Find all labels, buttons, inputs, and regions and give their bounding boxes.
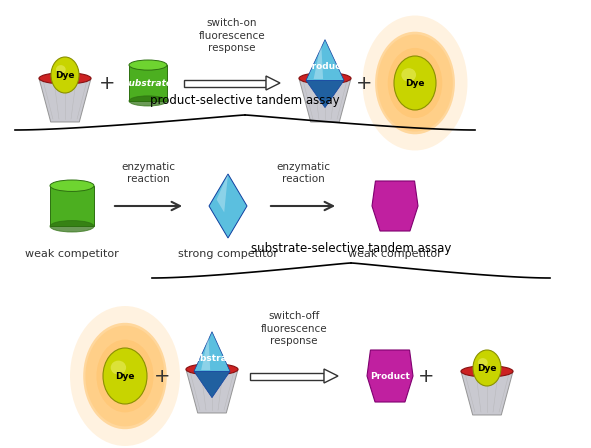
- Polygon shape: [39, 78, 91, 122]
- Polygon shape: [306, 80, 344, 108]
- Text: +: +: [418, 366, 434, 385]
- Text: enzymatic
reaction: enzymatic reaction: [121, 162, 175, 184]
- Ellipse shape: [478, 358, 488, 367]
- Ellipse shape: [388, 48, 442, 118]
- Text: Dye: Dye: [478, 363, 497, 372]
- Ellipse shape: [394, 56, 436, 110]
- Text: weak competitor: weak competitor: [25, 249, 119, 259]
- Ellipse shape: [362, 16, 467, 151]
- Ellipse shape: [70, 306, 180, 446]
- Polygon shape: [209, 174, 247, 238]
- Ellipse shape: [377, 34, 453, 132]
- Ellipse shape: [111, 361, 126, 375]
- Text: weak competitor: weak competitor: [348, 249, 442, 259]
- Text: switch-off
fluorescence
response: switch-off fluorescence response: [261, 311, 327, 346]
- Ellipse shape: [86, 326, 165, 426]
- Polygon shape: [461, 371, 513, 415]
- Text: Dye: Dye: [405, 78, 425, 87]
- Polygon shape: [266, 76, 280, 90]
- Text: +: +: [154, 366, 170, 385]
- Ellipse shape: [56, 65, 66, 74]
- Text: switch-on
fluorescence
response: switch-on fluorescence response: [199, 18, 265, 53]
- Text: product-selective tandem assay: product-selective tandem assay: [150, 94, 340, 107]
- Polygon shape: [194, 371, 230, 398]
- Text: enzymatic
reaction: enzymatic reaction: [276, 162, 330, 184]
- Text: +: +: [99, 73, 115, 92]
- Polygon shape: [216, 174, 228, 212]
- Ellipse shape: [51, 57, 79, 93]
- Text: Dye: Dye: [55, 70, 74, 79]
- Text: Substrate: Substrate: [187, 353, 237, 362]
- Ellipse shape: [103, 348, 147, 404]
- Ellipse shape: [83, 323, 167, 429]
- Polygon shape: [194, 332, 230, 371]
- Polygon shape: [306, 39, 344, 80]
- Text: substrate-selective tandem assay: substrate-selective tandem assay: [251, 242, 451, 255]
- Polygon shape: [314, 43, 323, 79]
- Text: Product: Product: [305, 62, 345, 71]
- Ellipse shape: [473, 350, 501, 386]
- Polygon shape: [372, 181, 418, 231]
- Polygon shape: [250, 372, 324, 379]
- Polygon shape: [299, 78, 351, 122]
- Ellipse shape: [299, 73, 351, 84]
- Ellipse shape: [50, 180, 94, 191]
- Polygon shape: [367, 350, 413, 402]
- Polygon shape: [324, 369, 338, 383]
- Ellipse shape: [461, 366, 513, 377]
- Ellipse shape: [39, 73, 91, 84]
- Ellipse shape: [186, 364, 238, 375]
- Polygon shape: [129, 65, 167, 101]
- Polygon shape: [186, 369, 238, 413]
- Ellipse shape: [375, 32, 455, 134]
- Polygon shape: [201, 335, 210, 370]
- Ellipse shape: [129, 60, 167, 70]
- Text: +: +: [356, 73, 372, 92]
- Ellipse shape: [50, 220, 94, 232]
- Text: Substrate: Substrate: [123, 78, 173, 87]
- Ellipse shape: [96, 340, 154, 413]
- Polygon shape: [50, 186, 94, 226]
- Polygon shape: [184, 79, 266, 86]
- Ellipse shape: [401, 68, 416, 82]
- Text: Dye: Dye: [115, 371, 135, 380]
- Text: strong competitor: strong competitor: [178, 249, 278, 259]
- Text: Product: Product: [370, 371, 410, 380]
- Ellipse shape: [129, 96, 167, 106]
